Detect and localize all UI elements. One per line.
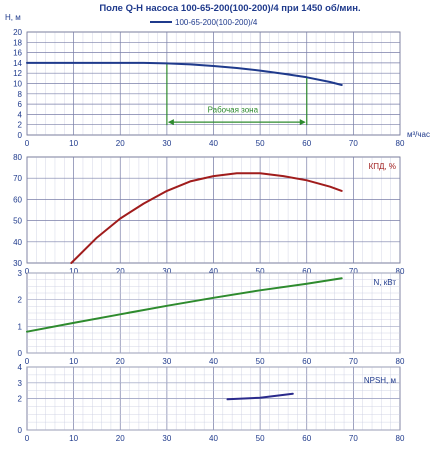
x-tick-label: 30 xyxy=(162,434,171,443)
y-axis-label: H, м xyxy=(5,13,21,22)
y-tick-label: 50 xyxy=(13,217,22,226)
y-tick-label: 16 xyxy=(13,49,22,58)
series-line xyxy=(226,392,294,401)
x-tick-label: 50 xyxy=(256,139,265,148)
y-tick-label: 3 xyxy=(18,269,23,278)
y-tick-label: 0 xyxy=(18,131,23,140)
y-axis-label: КПД, % xyxy=(369,162,396,171)
x-tick-label: 30 xyxy=(162,357,171,366)
y-tick-label: 0 xyxy=(18,426,23,435)
x-tick-label: 10 xyxy=(69,267,78,276)
y-tick-label: 4 xyxy=(18,110,23,119)
x-tick-label: 70 xyxy=(349,434,358,443)
x-tick-label: 20 xyxy=(116,267,125,276)
y-axis-label: NPSH, м xyxy=(364,376,396,385)
x-tick-label: 80 xyxy=(396,267,405,276)
x-tick-label: 60 xyxy=(302,434,311,443)
y-tick-label: 14 xyxy=(13,59,22,68)
y-tick-label: 2 xyxy=(18,121,23,130)
y-tick-label: 18 xyxy=(13,38,22,47)
y-axis-label: N, кВт xyxy=(374,278,397,287)
y-tick-label: 70 xyxy=(13,174,22,183)
y-tick-label: 10 xyxy=(13,80,22,89)
x-tick-label: 80 xyxy=(396,434,405,443)
y-tick-label: 2 xyxy=(18,296,23,305)
x-tick-label: 20 xyxy=(116,434,125,443)
x-tick-label: 80 xyxy=(396,139,405,148)
y-tick-label: 0 xyxy=(18,349,23,358)
x-tick-label: 60 xyxy=(302,267,311,276)
x-tick-label: 20 xyxy=(116,357,125,366)
x-tick-label: 0 xyxy=(25,357,30,366)
y-tick-label: 40 xyxy=(13,238,22,247)
series-line xyxy=(26,61,343,86)
series-line xyxy=(26,277,343,333)
x-tick-label: 40 xyxy=(209,357,218,366)
y-tick-label: 80 xyxy=(13,153,22,162)
x-tick-label: 50 xyxy=(256,357,265,366)
x-tick-label: 50 xyxy=(256,267,265,276)
y-tick-label: 6 xyxy=(18,100,23,109)
x-tick-label: 30 xyxy=(162,267,171,276)
x-tick-label: 0 xyxy=(25,267,30,276)
x-tick-label: 40 xyxy=(209,434,218,443)
x-tick-label: 0 xyxy=(25,139,30,148)
x-tick-label: 80 xyxy=(396,357,405,366)
y-tick-label: 60 xyxy=(13,195,22,204)
x-tick-label: 10 xyxy=(69,357,78,366)
y-tick-label: 8 xyxy=(18,90,23,99)
work-zone-label: Рабочая зона xyxy=(208,105,259,114)
x-tick-label: 60 xyxy=(302,139,311,148)
chart-title: Поле Q-H насоса 100-65-200(100-200)/4 пр… xyxy=(99,3,361,14)
x-tick-label: 70 xyxy=(349,267,358,276)
x-tick-label: 70 xyxy=(349,139,358,148)
work-zone-arrow-left xyxy=(167,119,174,126)
y-tick-label: 12 xyxy=(13,69,22,78)
y-tick-label: 30 xyxy=(13,259,22,268)
legend-label: 100-65-200(100-200)/4 xyxy=(175,18,258,27)
y-tick-label: 1 xyxy=(18,322,23,331)
x-tick-label: 20 xyxy=(116,139,125,148)
x-tick-label: 70 xyxy=(349,357,358,366)
work-zone-arrow-right xyxy=(299,119,306,126)
y-tick-label: 3 xyxy=(18,379,23,388)
y-tick-label: 20 xyxy=(13,28,22,37)
x-tick-label: 50 xyxy=(256,434,265,443)
x-tick-label: 40 xyxy=(209,267,218,276)
x-axis-label: м³/час xyxy=(407,130,430,139)
series-line xyxy=(70,172,343,264)
x-tick-label: 10 xyxy=(69,139,78,148)
y-tick-label: 2 xyxy=(18,395,23,404)
x-tick-label: 40 xyxy=(209,139,218,148)
y-tick-label: 4 xyxy=(18,363,23,372)
x-tick-label: 60 xyxy=(302,357,311,366)
x-tick-label: 0 xyxy=(25,434,30,443)
x-tick-label: 10 xyxy=(69,434,78,443)
x-tick-label: 30 xyxy=(162,139,171,148)
